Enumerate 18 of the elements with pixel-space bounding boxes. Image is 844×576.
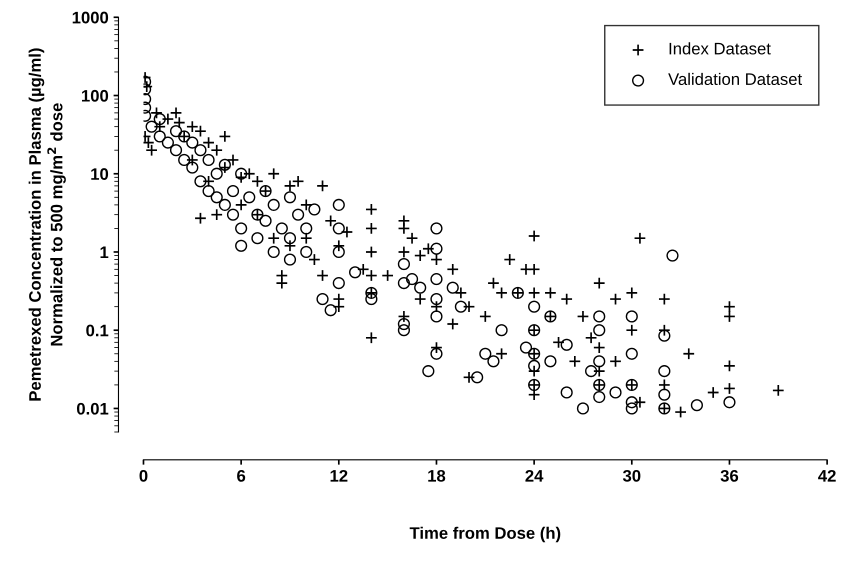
- x-tick-label: 36: [720, 470, 738, 482]
- y-tick-label: 1: [100, 246, 108, 258]
- y-tick-label: 1000: [72, 12, 108, 24]
- x-tick-label: 30: [622, 470, 640, 482]
- x-tick-label: 6: [237, 470, 246, 482]
- legend-label: Index Dataset: [670, 42, 771, 55]
- y-tick-label: 0.1: [86, 324, 108, 336]
- x-tick-label: 18: [428, 470, 446, 482]
- y-axis-title: Pemetrexed Concentration in Plasma (µg/ml) Normalized to 500 mg/m$^{2}$ dose: [28, 48, 66, 401]
- y-tick-label: 10: [91, 168, 108, 180]
- x-axis-title: Time from Dose (h): [410, 526, 560, 542]
- x-tick-label: 24: [525, 470, 544, 482]
- y-tick-label: 100: [82, 90, 108, 102]
- x-tick-label: 12: [330, 470, 348, 482]
- legend-label: Validation Dataset: [668, 72, 802, 86]
- x-tick-label: 0: [140, 470, 148, 482]
- x-tick-label: 42: [818, 470, 836, 482]
- y-tick-label: 0.01: [76, 402, 108, 415]
